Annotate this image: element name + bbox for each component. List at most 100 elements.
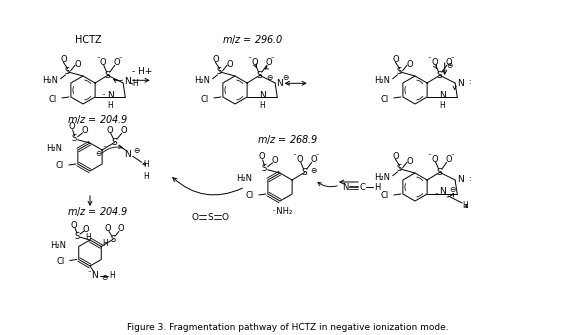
Text: H₂N: H₂N <box>47 144 63 153</box>
Text: O: O <box>392 152 399 161</box>
Text: S: S <box>262 164 267 173</box>
Text: S: S <box>397 164 402 173</box>
Text: S: S <box>112 138 118 147</box>
Text: O: O <box>107 126 113 135</box>
Text: Cl: Cl <box>381 94 389 104</box>
Text: $m/z$ = 296.0: $m/z$ = 296.0 <box>222 34 284 47</box>
Text: ··: ·· <box>120 146 125 152</box>
Text: O: O <box>60 55 67 64</box>
Text: N: N <box>276 78 282 87</box>
Text: N: N <box>457 176 464 185</box>
Text: ··: ·· <box>96 55 101 61</box>
Text: H₂N: H₂N <box>50 241 66 250</box>
Text: N: N <box>124 150 131 159</box>
Text: ··: ·· <box>293 152 297 158</box>
Text: H: H <box>85 232 91 242</box>
Text: - H+: - H+ <box>131 67 152 76</box>
Text: $m/z$ = 268.9: $m/z$ = 268.9 <box>257 133 319 145</box>
Text: ⊖: ⊖ <box>446 61 453 70</box>
Text: ··: ·· <box>450 152 455 158</box>
Text: ··: ·· <box>119 55 123 61</box>
Text: O: O <box>407 60 414 69</box>
Text: S: S <box>65 67 70 76</box>
Text: Cl: Cl <box>48 94 57 104</box>
Text: O: O <box>81 126 88 135</box>
Text: S: S <box>72 134 77 143</box>
Text: O: O <box>431 155 438 164</box>
Text: $m/z$ = 204.9: $m/z$ = 204.9 <box>67 204 129 217</box>
Text: O: O <box>258 152 265 161</box>
Text: N: N <box>92 271 98 280</box>
Text: H: H <box>463 201 468 210</box>
Text: O: O <box>105 224 111 233</box>
Text: :: : <box>287 80 289 86</box>
Text: O: O <box>310 155 317 164</box>
Text: O: O <box>69 122 75 131</box>
Text: ··: ·· <box>427 55 432 61</box>
Text: HCTZ: HCTZ <box>75 35 101 45</box>
Text: ··: ·· <box>101 92 105 98</box>
Text: N: N <box>107 90 113 99</box>
Text: N: N <box>439 188 446 197</box>
Text: O: O <box>75 60 81 69</box>
Text: ··: ·· <box>427 152 432 158</box>
Text: H: H <box>109 271 115 280</box>
Text: ⊖: ⊖ <box>449 186 456 195</box>
Text: H: H <box>143 160 149 169</box>
Text: S: S <box>437 168 442 177</box>
Text: H₂N: H₂N <box>237 174 253 183</box>
Text: ··: ·· <box>248 55 252 61</box>
Text: Cl: Cl <box>381 192 389 201</box>
Text: ··: ·· <box>434 191 438 197</box>
Text: $m/z$ = 204.9: $m/z$ = 204.9 <box>67 113 129 126</box>
Text: ··: ·· <box>316 152 320 158</box>
Text: O: O <box>266 58 272 67</box>
Text: N: N <box>124 77 131 86</box>
Text: S: S <box>111 235 116 244</box>
Text: O: O <box>297 155 303 164</box>
Text: Cl: Cl <box>200 94 209 104</box>
Text: :: : <box>468 176 471 182</box>
Text: H₂N: H₂N <box>374 76 390 85</box>
Text: O: O <box>83 224 89 233</box>
Text: O: O <box>445 155 452 164</box>
Text: O: O <box>431 58 438 67</box>
Text: S: S <box>105 71 111 80</box>
Text: N: N <box>457 78 464 87</box>
Text: O: O <box>212 55 219 64</box>
Text: Cl: Cl <box>56 161 64 171</box>
Text: ··NH₂: ··NH₂ <box>271 206 293 215</box>
Text: O: O <box>251 58 258 67</box>
Text: O: O <box>113 58 120 67</box>
Text: ⊖: ⊖ <box>282 73 289 82</box>
Text: O: O <box>100 58 106 67</box>
Text: Cl: Cl <box>56 257 65 266</box>
Text: ⊖: ⊖ <box>310 166 317 175</box>
Text: S: S <box>257 71 263 80</box>
Text: O: O <box>222 212 229 221</box>
Text: ⊖: ⊖ <box>134 146 140 155</box>
Text: S: S <box>217 67 222 76</box>
Text: ··: ·· <box>271 55 275 61</box>
Text: O: O <box>71 221 77 229</box>
Text: S: S <box>302 168 308 177</box>
Text: ⊖: ⊖ <box>95 148 101 157</box>
Text: C: C <box>359 183 365 192</box>
Text: ⊖: ⊖ <box>101 273 107 282</box>
Text: H: H <box>132 79 138 88</box>
Text: :: : <box>468 79 471 85</box>
Text: ··: ·· <box>450 55 455 61</box>
Text: N: N <box>439 90 446 99</box>
Text: H: H <box>103 239 108 248</box>
Text: H₂N: H₂N <box>42 76 58 85</box>
Text: H₂N: H₂N <box>374 174 390 182</box>
Text: O: O <box>271 156 278 165</box>
Text: H: H <box>439 100 445 110</box>
Text: H: H <box>259 100 265 110</box>
Text: O: O <box>407 156 414 165</box>
Text: S: S <box>207 212 213 221</box>
Text: N: N <box>259 90 266 99</box>
Text: H: H <box>107 100 113 110</box>
Text: ··: ·· <box>87 269 91 275</box>
Text: O: O <box>191 212 199 221</box>
